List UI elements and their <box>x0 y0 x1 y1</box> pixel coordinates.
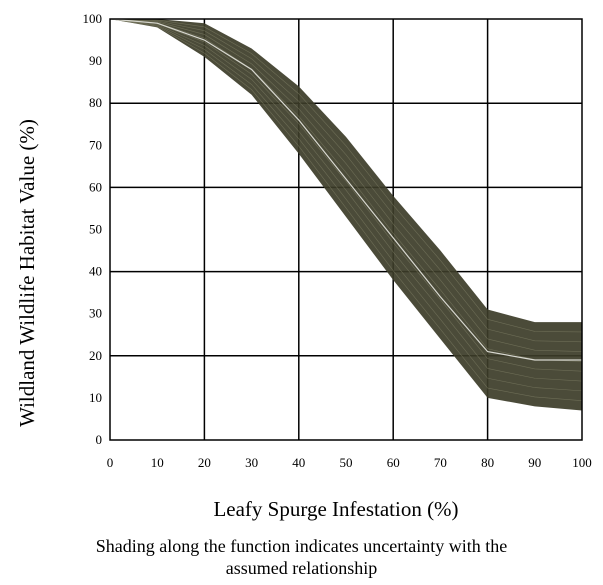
x-tick-labels: 0 10 20 30 40 50 60 70 80 90 100 <box>107 455 592 470</box>
x-tick-label: 10 <box>151 455 164 470</box>
y-tick-label: 60 <box>89 179 102 194</box>
y-tick-label: 30 <box>89 306 102 321</box>
x-tick-label: 30 <box>245 455 258 470</box>
y-tick-label: 40 <box>89 264 102 279</box>
band-texture-line <box>109 18 583 343</box>
y-tick-labels: 0 10 20 30 40 50 60 70 80 90 100 <box>83 11 103 447</box>
y-tick-label: 90 <box>89 53 102 68</box>
band-texture-line <box>109 18 583 362</box>
series-line <box>109 18 582 361</box>
y-tick-label: 100 <box>83 11 103 26</box>
band-texture-line <box>109 18 583 372</box>
band-texture-line <box>109 18 583 392</box>
y-tick-label: 80 <box>89 95 102 110</box>
x-tick-label: 100 <box>572 455 592 470</box>
y-tick-label: 0 <box>96 432 103 447</box>
x-tick-label: 20 <box>198 455 211 470</box>
band-texture-line <box>109 18 583 352</box>
band-texture <box>109 18 583 402</box>
y-tick-label: 70 <box>89 137 102 152</box>
caption-line-1: Shading along the function indicates unc… <box>95 536 508 556</box>
y-tick-label: 10 <box>89 390 102 405</box>
band-texture-line <box>109 18 583 333</box>
x-tick-label: 50 <box>340 455 353 470</box>
x-tick-label: 0 <box>107 455 114 470</box>
x-tick-label: 60 <box>387 455 400 470</box>
plot-frame <box>109 18 583 441</box>
y-tick-label: 20 <box>89 348 102 363</box>
x-tick-label: 40 <box>292 455 305 470</box>
band-texture-line <box>109 18 583 402</box>
y-tick-label: 50 <box>89 222 102 237</box>
uncertainty-band <box>110 19 582 411</box>
band-texture-line <box>109 18 583 382</box>
x-tick-label: 80 <box>481 455 494 470</box>
y-axis-label: Wildland Wildlife Habitat Value (%) <box>15 119 39 427</box>
x-tick-label: 70 <box>434 455 447 470</box>
x-tick-label: 90 <box>528 455 541 470</box>
caption-line-2: assumed relationship <box>225 558 378 578</box>
x-axis-label: Leafy Spurge Infestation (%) <box>213 497 458 521</box>
